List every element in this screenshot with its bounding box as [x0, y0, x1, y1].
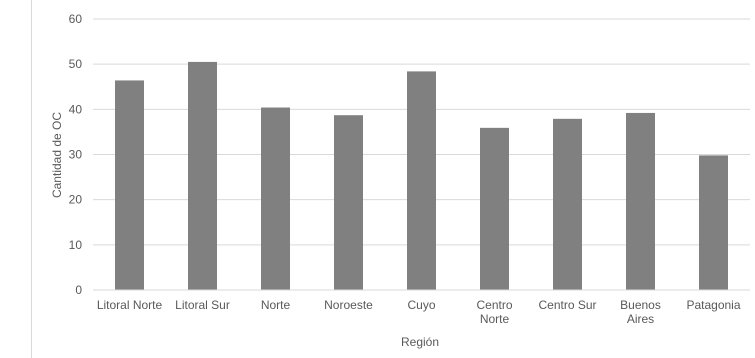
bars — [115, 61, 728, 291]
y-tick-label: 0 — [75, 283, 82, 297]
x-tick-label: Norte — [261, 298, 291, 312]
x-tick-label: Patagonia — [686, 298, 740, 312]
bar — [407, 71, 436, 290]
x-tick-label: Centro Sur — [538, 298, 596, 312]
y-tick-label: 60 — [69, 12, 83, 26]
bar — [261, 107, 290, 290]
y-axis-tick-labels: 0 10 20 30 40 50 60 — [69, 12, 83, 297]
y-tick-label: 40 — [69, 102, 83, 116]
bar — [699, 155, 728, 290]
left-border-line — [31, 0, 32, 358]
x-tick-label: Litoral Norte — [97, 298, 163, 312]
bar — [188, 61, 217, 291]
bar — [626, 112, 655, 291]
bar — [480, 127, 509, 290]
x-tick-label: Litoral Sur — [175, 298, 230, 312]
bar — [115, 80, 144, 290]
y-tick-label: 20 — [69, 193, 83, 207]
x-tick-label: Noroeste — [324, 298, 373, 312]
x-axis-tick-labels: Litoral Norte Litoral Sur Norte Noroeste Cuy… — [97, 298, 741, 326]
y-tick-label: 50 — [69, 57, 83, 71]
x-tick-label: Cuyo — [407, 298, 435, 312]
y-tick-label: 10 — [69, 238, 83, 252]
bar — [334, 115, 363, 290]
y-axis-label: Cantidad de OC — [50, 112, 64, 198]
bar — [553, 118, 582, 291]
x-tick-label: Buenos Aires — [620, 298, 661, 326]
x-axis-label: Región — [401, 335, 439, 349]
x-tick-label: Centro Norte — [476, 298, 512, 326]
y-tick-label: 30 — [69, 148, 83, 162]
